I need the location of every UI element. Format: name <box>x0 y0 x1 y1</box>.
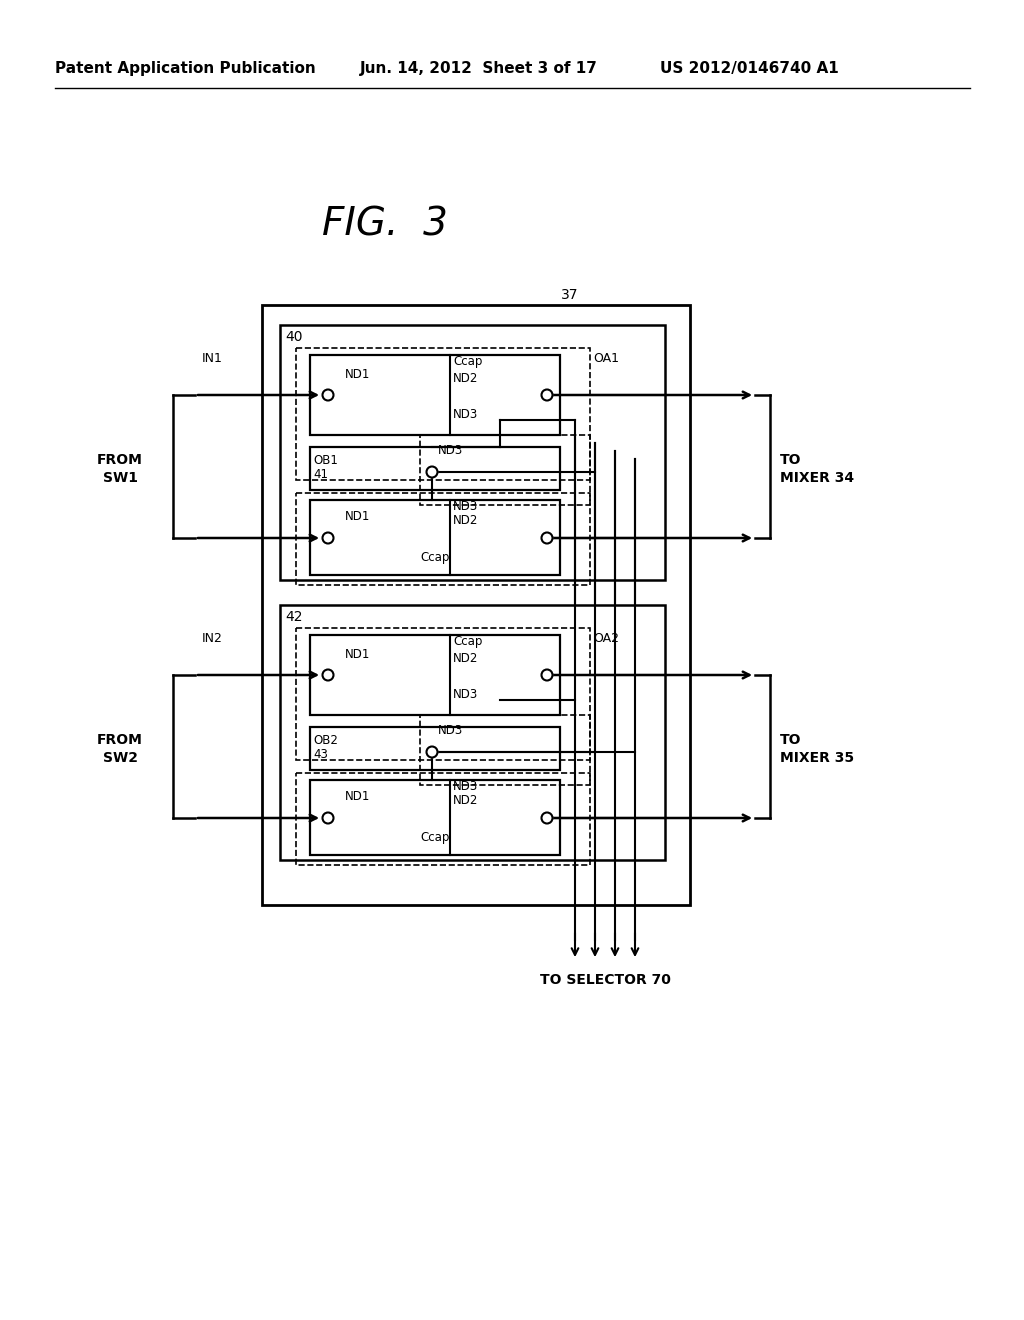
Text: FIG.  3: FIG. 3 <box>323 206 447 244</box>
Circle shape <box>542 669 553 681</box>
Circle shape <box>427 466 437 478</box>
Bar <box>262 305 690 906</box>
Text: Patent Application Publication: Patent Application Publication <box>55 61 315 75</box>
Text: ND2: ND2 <box>453 371 478 384</box>
Text: 37: 37 <box>561 288 579 302</box>
Text: OA1: OA1 <box>593 351 618 364</box>
Bar <box>420 715 590 785</box>
Bar <box>280 325 665 579</box>
Text: 42: 42 <box>285 610 302 624</box>
Text: OB1: OB1 <box>313 454 338 466</box>
Bar <box>296 774 590 865</box>
Text: SW2: SW2 <box>102 751 137 766</box>
Circle shape <box>542 532 553 544</box>
Text: MIXER 35: MIXER 35 <box>780 751 854 766</box>
Text: 40: 40 <box>285 330 302 345</box>
Circle shape <box>323 813 334 824</box>
Text: SW1: SW1 <box>102 471 137 484</box>
Text: ND1: ND1 <box>345 511 371 524</box>
Bar <box>310 727 560 770</box>
Bar <box>310 447 560 490</box>
Circle shape <box>323 389 334 400</box>
Text: TO: TO <box>780 453 802 467</box>
Bar <box>310 780 560 855</box>
Text: ND1: ND1 <box>345 791 371 804</box>
Text: IN1: IN1 <box>202 351 223 364</box>
Text: ND2: ND2 <box>453 652 478 664</box>
Text: ND3: ND3 <box>453 780 478 793</box>
Bar <box>310 355 560 436</box>
Text: ND2: ND2 <box>453 513 478 527</box>
Text: ND1: ND1 <box>345 648 371 661</box>
Text: FROM: FROM <box>97 453 143 467</box>
Bar <box>310 635 560 715</box>
Text: FROM: FROM <box>97 733 143 747</box>
Bar <box>420 436 590 506</box>
Text: Ccap: Ccap <box>420 552 450 565</box>
Text: 41: 41 <box>313 467 328 480</box>
Text: Ccap: Ccap <box>453 635 482 648</box>
Text: ND3: ND3 <box>438 445 463 458</box>
Text: TO SELECTOR 70: TO SELECTOR 70 <box>540 973 671 987</box>
Text: Ccap: Ccap <box>453 355 482 368</box>
Bar <box>296 348 590 480</box>
Text: 43: 43 <box>313 747 328 760</box>
Circle shape <box>542 389 553 400</box>
Text: US 2012/0146740 A1: US 2012/0146740 A1 <box>660 61 839 75</box>
Text: OA2: OA2 <box>593 631 618 644</box>
Bar <box>310 500 560 576</box>
Circle shape <box>427 747 437 758</box>
Text: Ccap: Ccap <box>420 832 450 845</box>
Text: ND3: ND3 <box>453 689 478 701</box>
Text: OB2: OB2 <box>313 734 338 747</box>
Bar <box>296 492 590 585</box>
Bar <box>296 628 590 760</box>
Circle shape <box>323 669 334 681</box>
Text: ND3: ND3 <box>438 725 463 738</box>
Text: ND3: ND3 <box>453 500 478 513</box>
Text: IN2: IN2 <box>202 631 223 644</box>
Text: MIXER 34: MIXER 34 <box>780 471 854 484</box>
Bar <box>280 605 665 861</box>
Circle shape <box>542 813 553 824</box>
Text: TO: TO <box>780 733 802 747</box>
Text: ND1: ND1 <box>345 368 371 381</box>
Text: ND2: ND2 <box>453 793 478 807</box>
Text: Jun. 14, 2012  Sheet 3 of 17: Jun. 14, 2012 Sheet 3 of 17 <box>360 61 598 75</box>
Text: ND3: ND3 <box>453 408 478 421</box>
Circle shape <box>323 532 334 544</box>
